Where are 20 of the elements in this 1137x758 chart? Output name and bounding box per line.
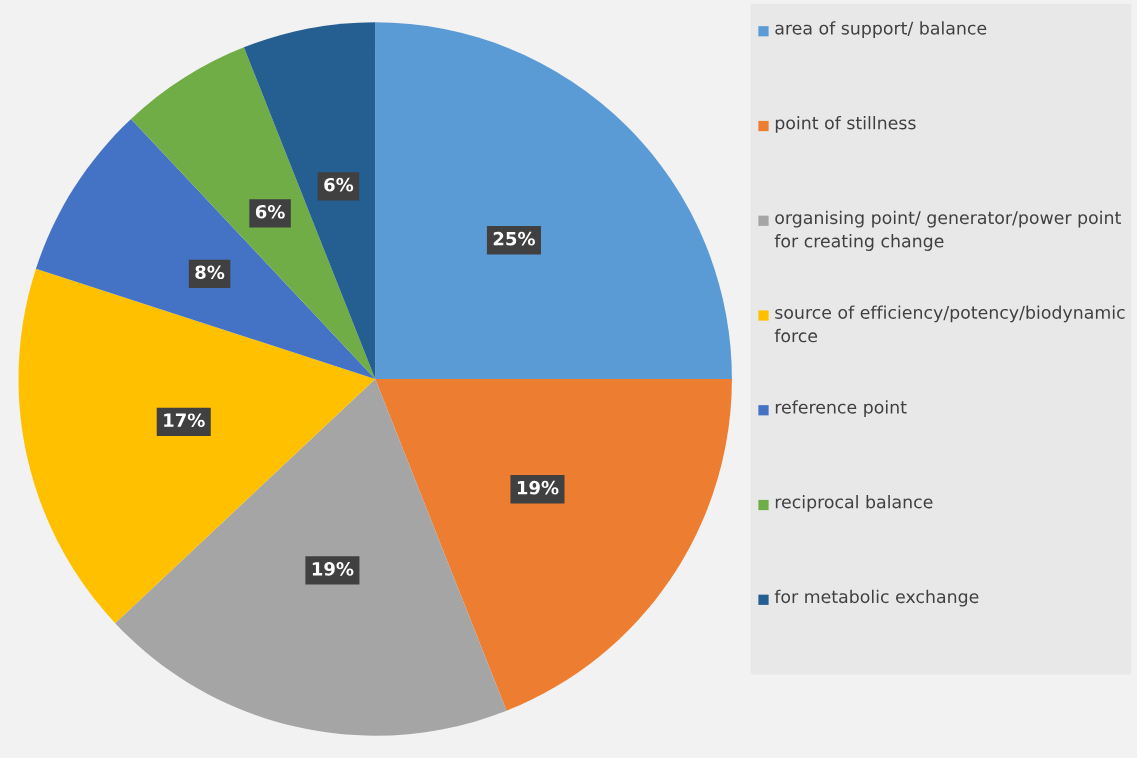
data-label: 6% (255, 204, 285, 219)
data-label: 19% (312, 562, 354, 576)
legend-label: reference point (775, 400, 907, 418)
data-label: 25% (493, 231, 535, 246)
legend-label: source of efficiency/potency/biodynamic force (774, 305, 1125, 343)
legend-label: reciprocal balance (775, 494, 933, 512)
pie-slice (375, 22, 732, 379)
legend-label: point of stillness (775, 115, 916, 133)
pie-slice (131, 47, 376, 379)
data-label: 19% (517, 480, 559, 495)
data-label: 6% (324, 177, 354, 192)
legend-label: for metabolic exchange (774, 589, 979, 607)
pie-slice (115, 379, 507, 736)
data-label: 17% (164, 413, 205, 428)
legend-label: organising point/ generator/power point for creating change (774, 210, 1121, 251)
pie-slice (375, 379, 732, 711)
legend-label: area of support/ balance (775, 21, 987, 39)
data-label: 8% (195, 265, 225, 280)
pie-slice (35, 118, 376, 379)
pie-slice (243, 22, 376, 379)
